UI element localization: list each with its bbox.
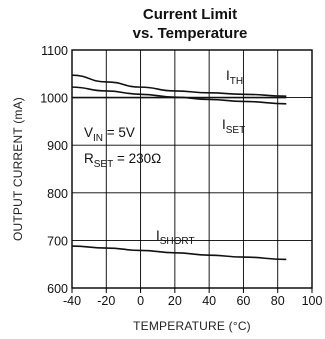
x-tick-label: 100 — [302, 294, 323, 308]
chart-subtitle: vs. Temperature — [133, 25, 248, 42]
series-iset-curve — [71, 86, 287, 105]
x-tick-label: -20 — [97, 294, 115, 308]
y-axis-label: OUTPUT CURRENT (mA) — [11, 97, 25, 241]
x-tick-label: 60 — [236, 294, 250, 308]
x-tick-label: 0 — [137, 294, 144, 308]
label-iset: ISET — [222, 117, 245, 136]
condition-vin-rest: = 5V — [103, 125, 135, 140]
y-tick-labels: 600 700 800 900 1000 1100 — [40, 44, 68, 296]
y-tick-label: 700 — [47, 234, 68, 248]
grid — [71, 50, 313, 293]
condition-rset-main: R — [84, 151, 94, 166]
label-iset-sub: SET — [226, 125, 245, 136]
series-ith-curve — [71, 74, 287, 97]
condition-rset: RSET = 230Ω — [84, 151, 161, 170]
condition-rset-rest: = 230Ω — [113, 151, 161, 166]
label-ishort-sub: SHORT — [160, 236, 195, 247]
label-ith-main: I — [226, 68, 230, 83]
series-ishort-curve — [71, 245, 287, 261]
y-tick-label: 1000 — [40, 92, 68, 106]
x-axis-label: TEMPERATURE (°C) — [133, 319, 251, 333]
condition-vin-main: V — [84, 125, 93, 140]
y-tick-label: 800 — [47, 187, 68, 201]
x-tick-label: 80 — [271, 294, 285, 308]
label-ith: ITH — [226, 68, 243, 87]
series — [71, 74, 287, 261]
condition-vin: VIN = 5V — [84, 125, 135, 144]
label-ith-sub: TH — [230, 76, 243, 87]
condition-vin-sub: IN — [93, 133, 103, 144]
plot-frame — [71, 49, 313, 289]
y-tick-label: 1100 — [41, 44, 68, 58]
label-ishort-main: I — [156, 228, 160, 243]
y-tick-label: 900 — [47, 139, 68, 153]
label-iset-main: I — [222, 117, 226, 132]
y-tick-label: 600 — [47, 282, 68, 296]
chart-title: Current Limit — [143, 6, 237, 23]
x-tick-labels: -40 -20 0 20 40 60 80 100 — [63, 294, 323, 308]
x-tick-label: 40 — [202, 294, 216, 308]
condition-rset-sub: SET — [94, 159, 113, 170]
label-ishort: ISHORT — [156, 228, 195, 247]
x-tick-label: 20 — [168, 294, 182, 308]
x-tick-label: -40 — [63, 294, 81, 308]
